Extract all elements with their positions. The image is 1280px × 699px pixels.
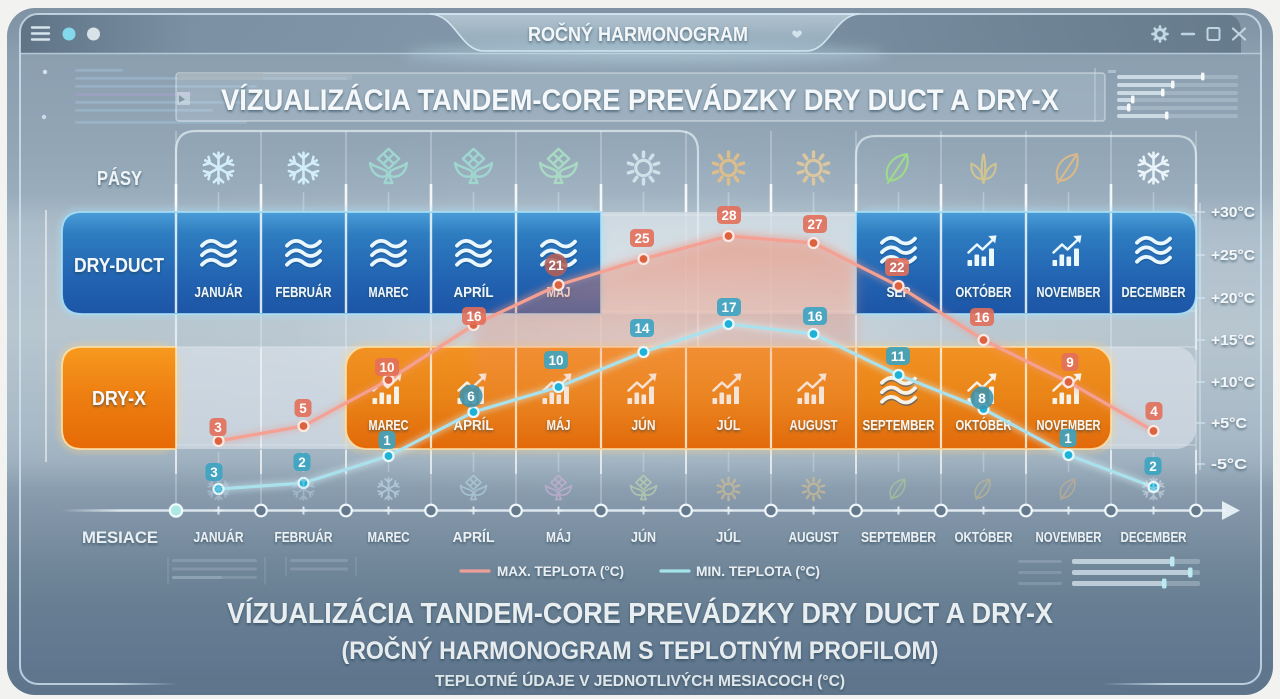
svg-text:MESIACE: MESIACE: [82, 528, 158, 547]
svg-text:6: 6: [467, 389, 475, 404]
svg-text:-5°C: -5°C: [1211, 456, 1247, 473]
svg-text:5: 5: [299, 401, 307, 416]
svg-text:ROČNÝ HARMONOGRAM: ROČNÝ HARMONOGRAM: [528, 22, 748, 46]
svg-text:MAX. TEPLOTA (°C): MAX. TEPLOTA (°C): [497, 564, 624, 579]
svg-text:27: 27: [807, 217, 822, 232]
svg-text:OKTÓBER: OKTÓBER: [956, 283, 1012, 301]
svg-text:DRY-X: DRY-X: [92, 388, 147, 410]
svg-text:+30°C: +30°C: [1211, 204, 1255, 221]
svg-text:16: 16: [807, 309, 823, 324]
svg-text:JÚN: JÚN: [631, 528, 656, 546]
svg-text:17: 17: [721, 300, 736, 315]
svg-text:28: 28: [721, 208, 737, 223]
svg-text:FEBRUÁR: FEBRUÁR: [275, 529, 333, 546]
svg-text:SEPTEMBER: SEPTEMBER: [863, 417, 935, 434]
svg-text:+5°C: +5°C: [1211, 415, 1247, 432]
svg-text:2: 2: [1149, 459, 1157, 474]
svg-text:PÁSY: PÁSY: [97, 167, 143, 190]
svg-text:2: 2: [298, 455, 306, 470]
svg-text:4: 4: [1150, 404, 1158, 419]
svg-text:10: 10: [379, 360, 394, 375]
svg-text:DECEMBER: DECEMBER: [1121, 530, 1187, 546]
svg-text:VÍZUALIZÁCIA TANDEM-CORE PREVÁ: VÍZUALIZÁCIA TANDEM-CORE PREVÁDZKY DRY D…: [221, 83, 1059, 117]
svg-text:NOVEMBER: NOVEMBER: [1037, 417, 1101, 434]
svg-text:11: 11: [891, 349, 906, 364]
svg-text:MIN. TEPLOTA (°C): MIN. TEPLOTA (°C): [696, 564, 820, 579]
svg-text:3: 3: [210, 465, 218, 480]
svg-text:NOVEMBER: NOVEMBER: [1036, 530, 1102, 546]
svg-text:1: 1: [1064, 431, 1072, 446]
svg-text:8: 8: [978, 391, 986, 406]
svg-text:APRÍL: APRÍL: [453, 529, 495, 546]
svg-text:NOVEMBER: NOVEMBER: [1037, 284, 1101, 301]
svg-text:14: 14: [634, 321, 650, 336]
svg-text:JANUÁR: JANUÁR: [195, 284, 243, 301]
svg-text:APRÍL: APRÍL: [454, 284, 494, 301]
svg-text:10: 10: [548, 353, 563, 368]
svg-text:+15°C: +15°C: [1211, 332, 1255, 349]
svg-text:JÚL: JÚL: [716, 528, 741, 546]
svg-text:OKTÓBER: OKTÓBER: [955, 528, 1013, 546]
svg-text:+20°C: +20°C: [1211, 290, 1255, 307]
svg-text:MAREC: MAREC: [368, 530, 410, 546]
svg-text:MAREC: MAREC: [369, 284, 409, 301]
svg-text:(ROČNÝ HARMONOGRAM S TEPLOTNÝM: (ROČNÝ HARMONOGRAM S TEPLOTNÝM PROFILOM): [342, 635, 939, 665]
svg-text:25: 25: [634, 231, 650, 246]
svg-text:+25°C: +25°C: [1211, 247, 1255, 264]
svg-text:+10°C: +10°C: [1211, 374, 1255, 391]
svg-text:3: 3: [214, 420, 222, 435]
svg-text:JANUÁR: JANUÁR: [194, 529, 244, 546]
svg-text:16: 16: [974, 310, 990, 325]
svg-text:AUGUST: AUGUST: [789, 530, 839, 546]
svg-text:1: 1: [383, 433, 391, 448]
svg-text:22: 22: [889, 260, 904, 275]
svg-text:MÁJ: MÁJ: [546, 529, 571, 546]
svg-text:DECEMBER: DECEMBER: [1122, 284, 1186, 301]
svg-text:SEPTEMBER: SEPTEMBER: [861, 530, 936, 546]
svg-text:16: 16: [466, 309, 482, 324]
svg-text:VÍZUALIZÁCIA TANDEM-CORE PREVÁ: VÍZUALIZÁCIA TANDEM-CORE PREVÁDZKY DRY D…: [227, 596, 1054, 630]
svg-text:DRY-DUCT: DRY-DUCT: [74, 255, 164, 277]
svg-text:9: 9: [1066, 355, 1074, 370]
svg-text:21: 21: [548, 258, 564, 273]
svg-text:MAREC: MAREC: [369, 417, 409, 434]
svg-text:FEBRUÁR: FEBRUÁR: [276, 284, 332, 301]
svg-text:TEPLOTNÉ ÚDAJE V JEDNOTLIVÝCH: TEPLOTNÉ ÚDAJE V JEDNOTLIVÝCH MESIACOCH …: [435, 671, 845, 690]
